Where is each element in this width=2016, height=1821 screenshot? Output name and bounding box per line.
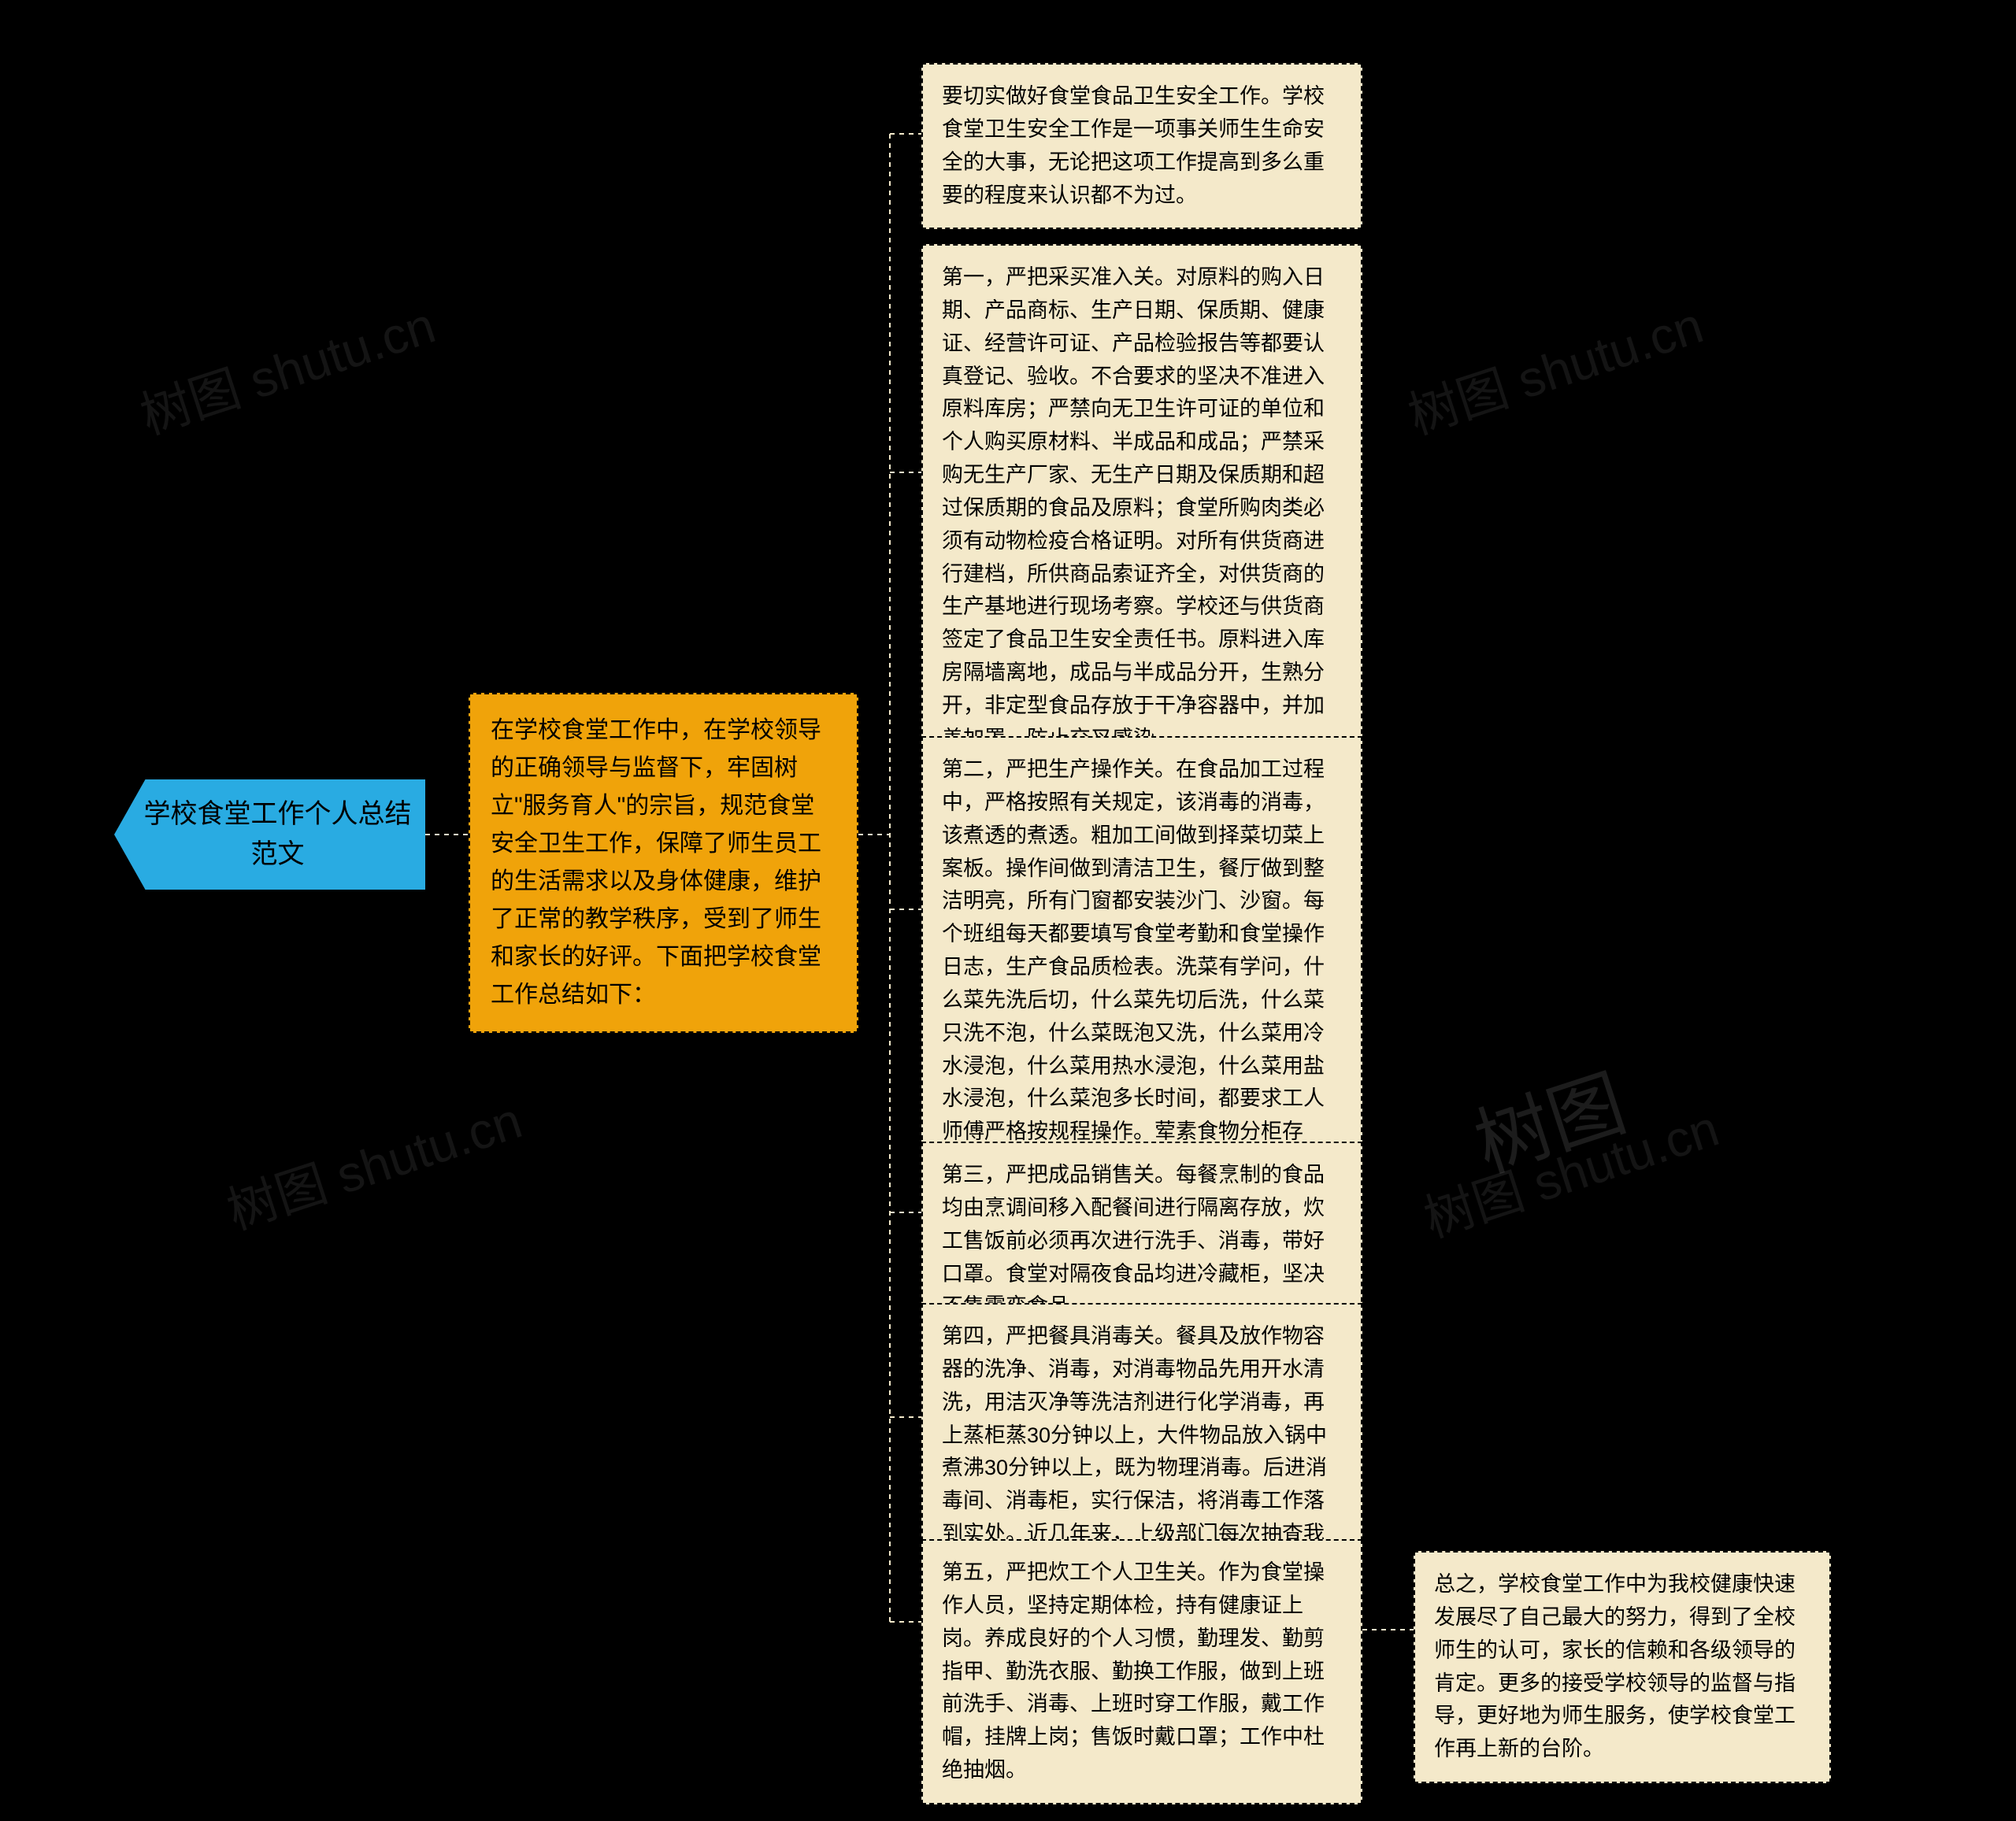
leaf-text: 第一，严把采买准入关。对原料的购入日期、产品商标、生产日期、保质期、健康证、经营… [942, 265, 1325, 750]
level1-node[interactable]: 在学校食堂工作中，在学校领导的正确领导与监督下，牢固树立"服务育人"的宗旨，规范… [469, 693, 858, 1033]
root-label: 学校食堂工作个人总结范文 [138, 794, 417, 875]
tail-text: 总之，学校食堂工作中为我校健康快速发展尽了自己最大的努力，得到了全校师生的认可，… [1434, 1572, 1796, 1760]
watermark-large: 树图 [1459, 1042, 1637, 1194]
leaf-node-1[interactable]: 第一，严把采买准入关。对原料的购入日期、产品商标、生产日期、保质期、健康证、经营… [921, 244, 1362, 773]
leaf-node-0[interactable]: 要切实做好食堂食品卫生安全工作。学校食堂卫生安全工作是一项事关师生生命安全的大事… [921, 63, 1362, 229]
root-node[interactable]: 学校食堂工作个人总结范文 [114, 779, 425, 890]
level1-text: 在学校食堂工作中，在学校领导的正确领导与监督下，牢固树立"服务育人"的宗旨，规范… [491, 717, 821, 1008]
leaf-text: 第五，严把炊工个人卫生关。作为食堂操作人员，坚持定期体检，持有健康证上岗。养成良… [942, 1560, 1325, 1782]
mindmap-canvas: 树图 shutu.cn 树图 shutu.cn 树图 shutu.cn 树图 s… [0, 0, 2016, 1821]
watermark: 树图 shutu.cn [1414, 1088, 1726, 1251]
tail-node[interactable]: 总之，学校食堂工作中为我校健康快速发展尽了自己最大的努力，得到了全校师生的认可，… [1414, 1551, 1831, 1783]
watermark: 树图 shutu.cn [130, 285, 443, 448]
leaf-text: 第三，严把成品销售关。每餐烹制的食品均由烹调间移入配餐间进行隔离存放，炊工售饭前… [942, 1163, 1325, 1318]
leaf-text: 要切实做好食堂食品卫生安全工作。学校食堂卫生安全工作是一项事关师生生命安全的大事… [942, 84, 1325, 207]
watermark: 树图 shutu.cn [1398, 285, 1710, 448]
leaf-node-5[interactable]: 第五，严把炊工个人卫生关。作为食堂操作人员，坚持定期体检，持有健康证上岗。养成良… [921, 1539, 1362, 1804]
watermark: 树图 shutu.cn [217, 1080, 529, 1243]
